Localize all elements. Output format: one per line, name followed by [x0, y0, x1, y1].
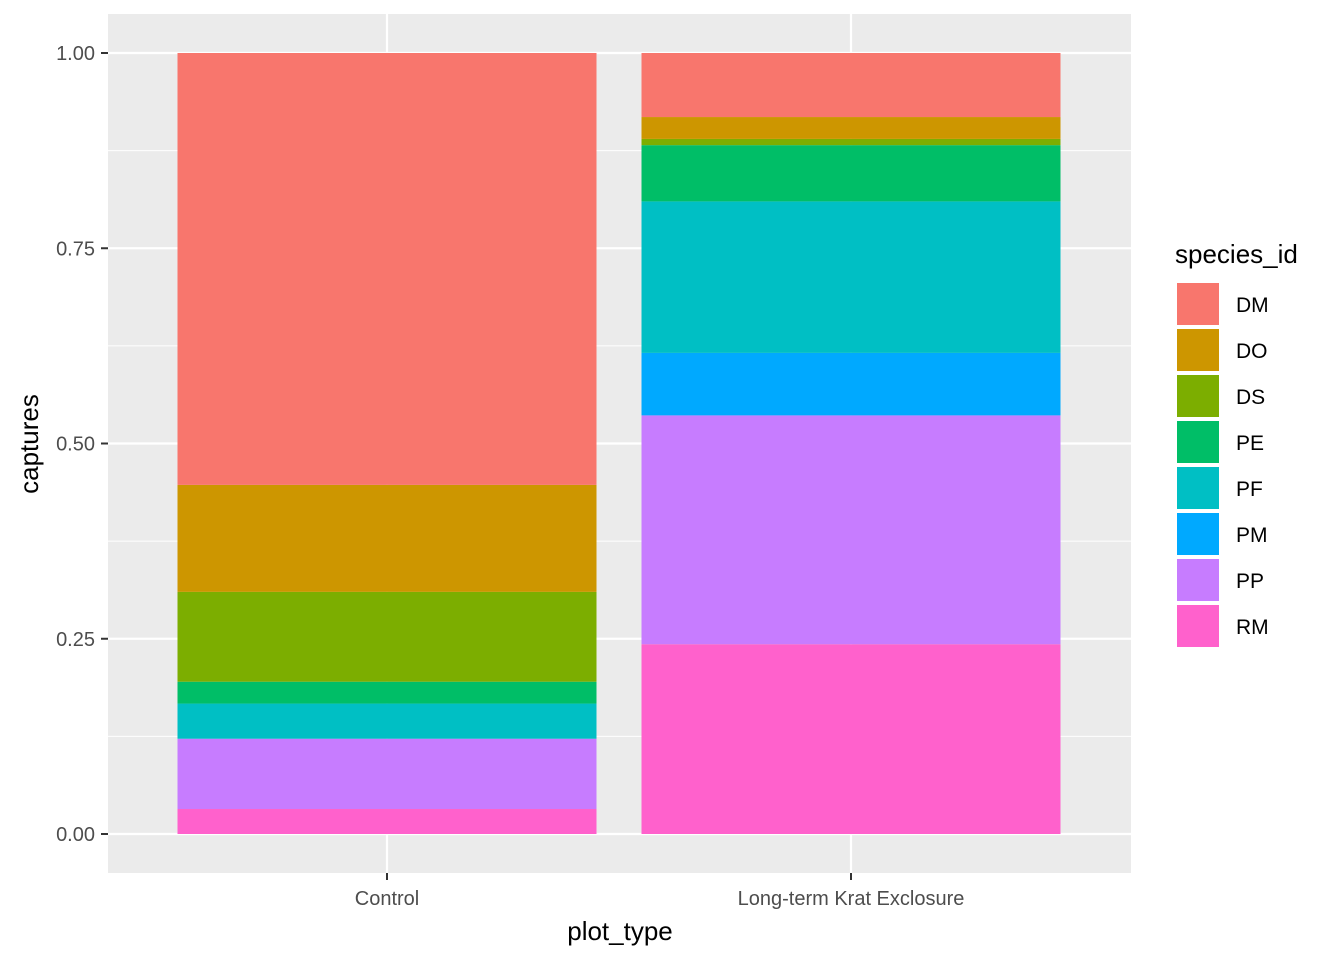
- bar-segment-pm-2: [641, 352, 1061, 416]
- y-tick-label: 0.00: [56, 824, 95, 846]
- legend-label-pe: PE: [1236, 432, 1264, 455]
- legend-title: species_id: [1175, 239, 1298, 269]
- legend-key-pp: [1177, 559, 1219, 601]
- y-tick-label: 0.75: [56, 238, 95, 260]
- legend-label-rm: RM: [1236, 616, 1269, 639]
- bar-segment-pe-2: [641, 145, 1061, 202]
- y-axis-title: captures: [14, 394, 44, 494]
- bar-segment-pe-1: [177, 681, 597, 704]
- y-axis: 0.00 0.25 0.50 0.75 1.00: [56, 43, 108, 846]
- bar-segment-ds-1: [177, 591, 597, 682]
- bar-segment-do-2: [641, 117, 1061, 139]
- legend-label-pm: PM: [1236, 524, 1268, 547]
- legend-key-pm: [1177, 513, 1219, 555]
- y-tick-label: 0.50: [56, 434, 95, 456]
- bar-segment-pf-2: [641, 201, 1061, 353]
- legend: species_id DM DO DS PE PF PM PP RM: [1175, 239, 1298, 647]
- bar-segment-dm-1: [177, 53, 597, 485]
- legend-label-pf: PF: [1236, 478, 1263, 501]
- bar-segment-pp-1: [177, 738, 597, 810]
- legend-key-do: [1177, 329, 1219, 371]
- legend-label-ds: DS: [1236, 386, 1265, 409]
- x-axis-title: plot_type: [567, 916, 673, 946]
- y-tick-label: 1.00: [56, 43, 95, 65]
- y-tick-label: 0.25: [56, 629, 95, 651]
- x-tick-label: Control: [355, 888, 419, 910]
- bar-segment-ds-2: [641, 138, 1061, 146]
- legend-label-dm: DM: [1236, 294, 1269, 317]
- legend-key-dm: [1177, 283, 1219, 325]
- legend-key-rm: [1177, 605, 1219, 647]
- x-axis: Control Long-term Krat Exclosure: [355, 873, 965, 910]
- legend-key-pe: [1177, 421, 1219, 463]
- x-tick-label: Long-term Krat Exclosure: [738, 888, 965, 910]
- legend-label-pp: PP: [1236, 570, 1264, 593]
- bar-segment-do-1: [177, 484, 597, 592]
- bar-segment-pf-1: [177, 703, 597, 739]
- bar-segment-pp-2: [641, 415, 1061, 645]
- bar-segment-dm-2: [641, 53, 1061, 118]
- bars: [177, 53, 1061, 834]
- legend-key-ds: [1177, 375, 1219, 417]
- legend-label-do: DO: [1236, 340, 1268, 363]
- bar-segment-rm-2: [641, 644, 1061, 834]
- bar-segment-rm-1: [177, 809, 597, 834]
- legend-key-pf: [1177, 467, 1219, 509]
